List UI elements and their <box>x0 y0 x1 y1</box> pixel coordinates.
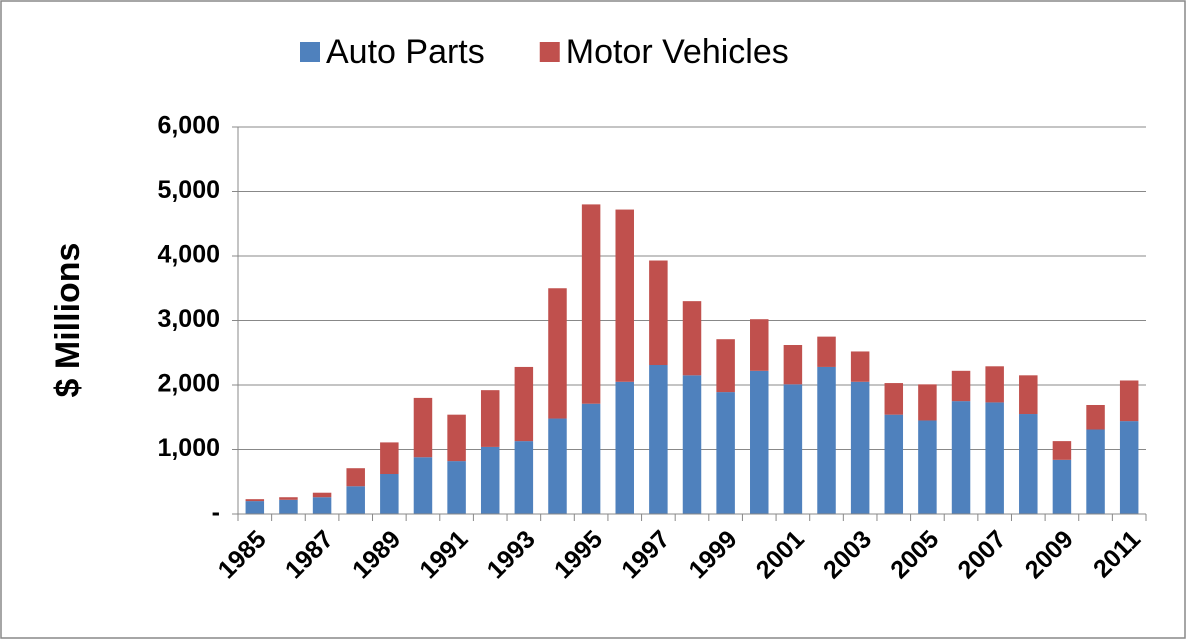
bar <box>884 414 904 514</box>
bar <box>413 397 433 458</box>
bar <box>615 209 634 382</box>
bar <box>480 446 500 514</box>
y-tick-label: 2,000 <box>157 370 220 398</box>
bar <box>279 499 298 514</box>
bar <box>514 366 534 442</box>
bar <box>817 336 836 367</box>
y-tick-label: 6,000 <box>157 112 220 140</box>
bar <box>783 345 803 385</box>
y-tick-label: - <box>212 499 220 527</box>
bar <box>750 319 769 371</box>
bar <box>245 501 265 514</box>
bar <box>951 370 971 402</box>
y-tick-label: 1,000 <box>157 434 220 462</box>
bar <box>716 339 735 393</box>
bar <box>850 381 870 514</box>
bar <box>514 441 534 514</box>
y-tick-label: 5,000 <box>157 176 220 204</box>
y-tick-label: 3,000 <box>157 305 220 333</box>
bar <box>716 392 735 514</box>
bar <box>985 366 1004 403</box>
bar <box>346 486 365 514</box>
bar <box>951 401 971 514</box>
bar <box>783 384 803 514</box>
y-axis-title: $ Millions <box>49 243 87 398</box>
bar <box>581 204 601 404</box>
bar <box>750 370 769 514</box>
bar <box>918 384 937 421</box>
bar <box>1052 441 1072 460</box>
bar <box>649 260 668 366</box>
legend-swatch <box>300 42 320 62</box>
bar <box>548 288 567 419</box>
bar <box>346 468 365 487</box>
bar <box>682 375 702 514</box>
bar <box>884 383 904 415</box>
bar <box>1119 380 1139 422</box>
bar <box>447 461 466 514</box>
bar <box>985 402 1004 514</box>
bar <box>413 457 433 514</box>
bar <box>380 442 399 475</box>
bar <box>447 414 466 462</box>
bar <box>380 474 399 514</box>
bar <box>1086 429 1105 514</box>
bar <box>312 492 332 498</box>
bar <box>548 418 567 514</box>
bar <box>1086 404 1105 430</box>
bar <box>245 499 265 502</box>
bar <box>1052 459 1072 514</box>
bar <box>312 497 332 514</box>
bar <box>279 497 298 500</box>
bar <box>1019 414 1038 514</box>
legend-swatch <box>539 42 560 62</box>
bar <box>1019 375 1038 415</box>
bar <box>615 381 634 514</box>
y-tick-label: 4,000 <box>157 241 220 269</box>
bar <box>918 420 937 514</box>
bar <box>649 365 668 514</box>
bar <box>817 366 836 514</box>
bar <box>581 403 601 514</box>
bar <box>682 301 702 376</box>
bar <box>480 390 500 447</box>
legend-label: Motor Vehicles <box>566 33 789 71</box>
legend-label: Auto Parts <box>326 33 485 71</box>
bar <box>850 351 870 382</box>
bar <box>1119 421 1139 514</box>
